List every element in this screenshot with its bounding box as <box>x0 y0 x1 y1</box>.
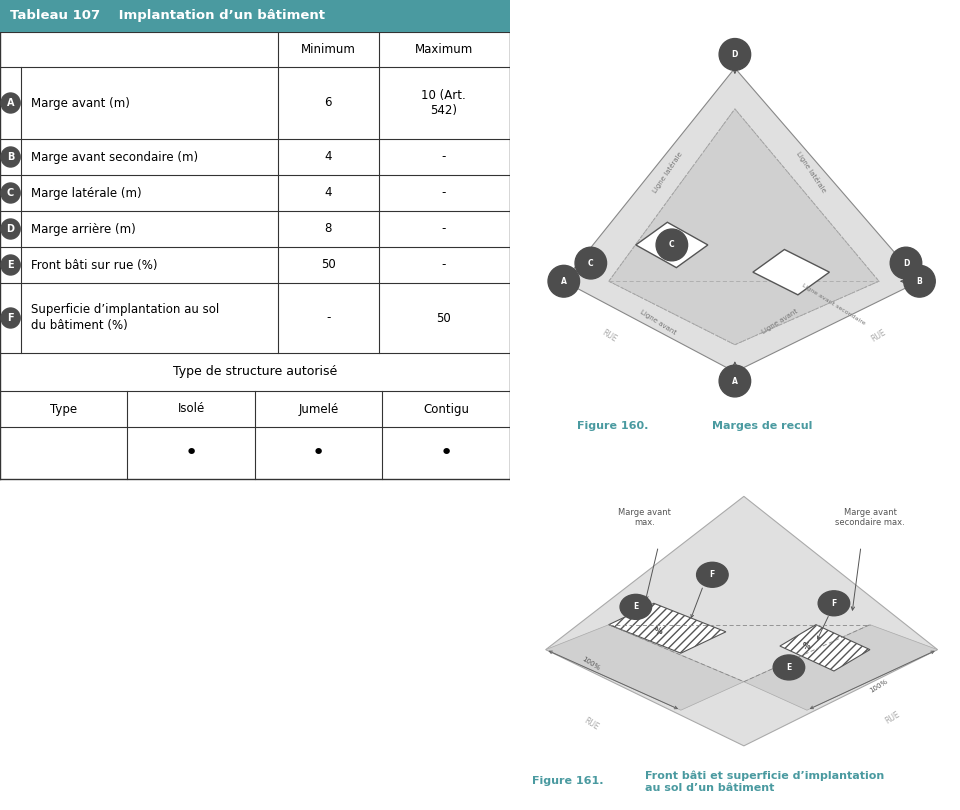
Text: Jumelé: Jumelé <box>299 403 339 416</box>
Text: -: - <box>442 223 445 236</box>
Text: %: % <box>655 627 662 637</box>
Polygon shape <box>780 625 870 671</box>
Text: B: B <box>7 152 14 162</box>
Text: F: F <box>8 313 13 323</box>
Text: •: • <box>312 443 325 463</box>
Text: 100%: 100% <box>869 678 889 693</box>
Polygon shape <box>636 222 708 267</box>
Polygon shape <box>546 497 938 746</box>
Text: Minimum: Minimum <box>300 43 356 56</box>
Text: B: B <box>917 277 923 286</box>
Text: Marge avant
secondaire max.: Marge avant secondaire max. <box>835 508 905 527</box>
Circle shape <box>575 247 607 279</box>
Text: E: E <box>8 260 13 270</box>
Text: 6: 6 <box>324 96 332 109</box>
Text: C: C <box>588 258 593 267</box>
Text: D: D <box>7 224 14 234</box>
Text: Marge avant
max.: Marge avant max. <box>618 508 671 527</box>
Text: F: F <box>709 570 715 579</box>
Polygon shape <box>609 109 879 345</box>
Circle shape <box>1 219 20 239</box>
Text: Marges de recul: Marges de recul <box>712 421 813 432</box>
Circle shape <box>818 590 850 616</box>
Text: RUE: RUE <box>600 328 618 343</box>
Text: Front bâti sur rue (%): Front bâti sur rue (%) <box>31 258 157 271</box>
Text: A: A <box>561 277 566 286</box>
Text: •: • <box>184 443 198 463</box>
Text: Ligne avant secondaire: Ligne avant secondaire <box>802 282 867 326</box>
Text: -: - <box>442 186 445 199</box>
Text: Figure 160.: Figure 160. <box>577 421 649 432</box>
Circle shape <box>1 183 20 203</box>
Text: Tableau 107    Implantation d’un bâtiment: Tableau 107 Implantation d’un bâtiment <box>10 10 324 23</box>
Circle shape <box>890 247 922 279</box>
Text: RUE: RUE <box>582 717 600 732</box>
Text: Figure 161.: Figure 161. <box>532 777 604 787</box>
Text: E: E <box>786 663 792 672</box>
Circle shape <box>697 562 728 587</box>
Text: Superficie d’implantation au sol
du bâtiment (%): Superficie d’implantation au sol du bâti… <box>31 304 219 332</box>
Text: C: C <box>669 241 675 249</box>
Polygon shape <box>753 249 829 295</box>
Text: A: A <box>7 98 14 108</box>
Text: -: - <box>442 151 445 164</box>
Text: -: - <box>326 312 330 325</box>
Text: 50: 50 <box>321 258 336 271</box>
Circle shape <box>1 308 20 328</box>
Circle shape <box>1 147 20 167</box>
Circle shape <box>903 266 935 297</box>
Text: D: D <box>732 50 738 59</box>
Text: Ligne latérale: Ligne latérale <box>795 151 828 194</box>
Text: Contigu: Contigu <box>423 403 469 416</box>
Text: 10 (Art.
542): 10 (Art. 542) <box>421 89 466 117</box>
Text: 50: 50 <box>436 312 451 325</box>
Circle shape <box>719 365 751 397</box>
Text: 100%: 100% <box>581 656 601 672</box>
Text: Isolé: Isolé <box>178 403 204 416</box>
Text: RUE: RUE <box>883 710 901 725</box>
Text: D: D <box>902 258 909 267</box>
Text: C: C <box>7 188 14 198</box>
Text: 4: 4 <box>324 151 332 164</box>
Text: Marge arrière (m): Marge arrière (m) <box>31 223 135 236</box>
Text: E: E <box>634 603 638 612</box>
Text: Front bâti et superficie d’implantation
au sol d’un bâtiment: Front bâti et superficie d’implantation … <box>645 770 884 793</box>
Polygon shape <box>609 603 726 653</box>
Bar <box>0 0 510 32</box>
Polygon shape <box>564 68 920 372</box>
Text: Ligne latérale: Ligne latérale <box>651 151 684 194</box>
Text: %: % <box>804 642 811 650</box>
Circle shape <box>719 39 751 70</box>
Text: Type: Type <box>50 403 78 416</box>
Text: RUE: RUE <box>870 328 888 343</box>
Circle shape <box>1 93 20 113</box>
Polygon shape <box>546 625 744 710</box>
Text: Marge avant (m): Marge avant (m) <box>31 96 130 109</box>
Text: Type de structure autorisé: Type de structure autorisé <box>173 365 337 378</box>
Text: •: • <box>440 443 453 463</box>
Circle shape <box>548 266 580 297</box>
Text: 4: 4 <box>324 186 332 199</box>
Text: Marge avant secondaire (m): Marge avant secondaire (m) <box>31 151 198 164</box>
Text: Marge latérale (m): Marge latérale (m) <box>31 186 141 199</box>
Text: Ligne avant: Ligne avant <box>761 309 799 335</box>
Text: F: F <box>831 599 836 608</box>
Circle shape <box>773 655 804 680</box>
Text: Ligne avant: Ligne avant <box>639 309 678 335</box>
Text: A: A <box>732 377 738 386</box>
Text: -: - <box>442 258 445 271</box>
Text: Maximum: Maximum <box>415 43 472 56</box>
Text: 8: 8 <box>324 223 332 236</box>
Polygon shape <box>744 625 938 710</box>
Circle shape <box>656 229 687 261</box>
Circle shape <box>1 255 20 275</box>
Circle shape <box>620 595 652 620</box>
